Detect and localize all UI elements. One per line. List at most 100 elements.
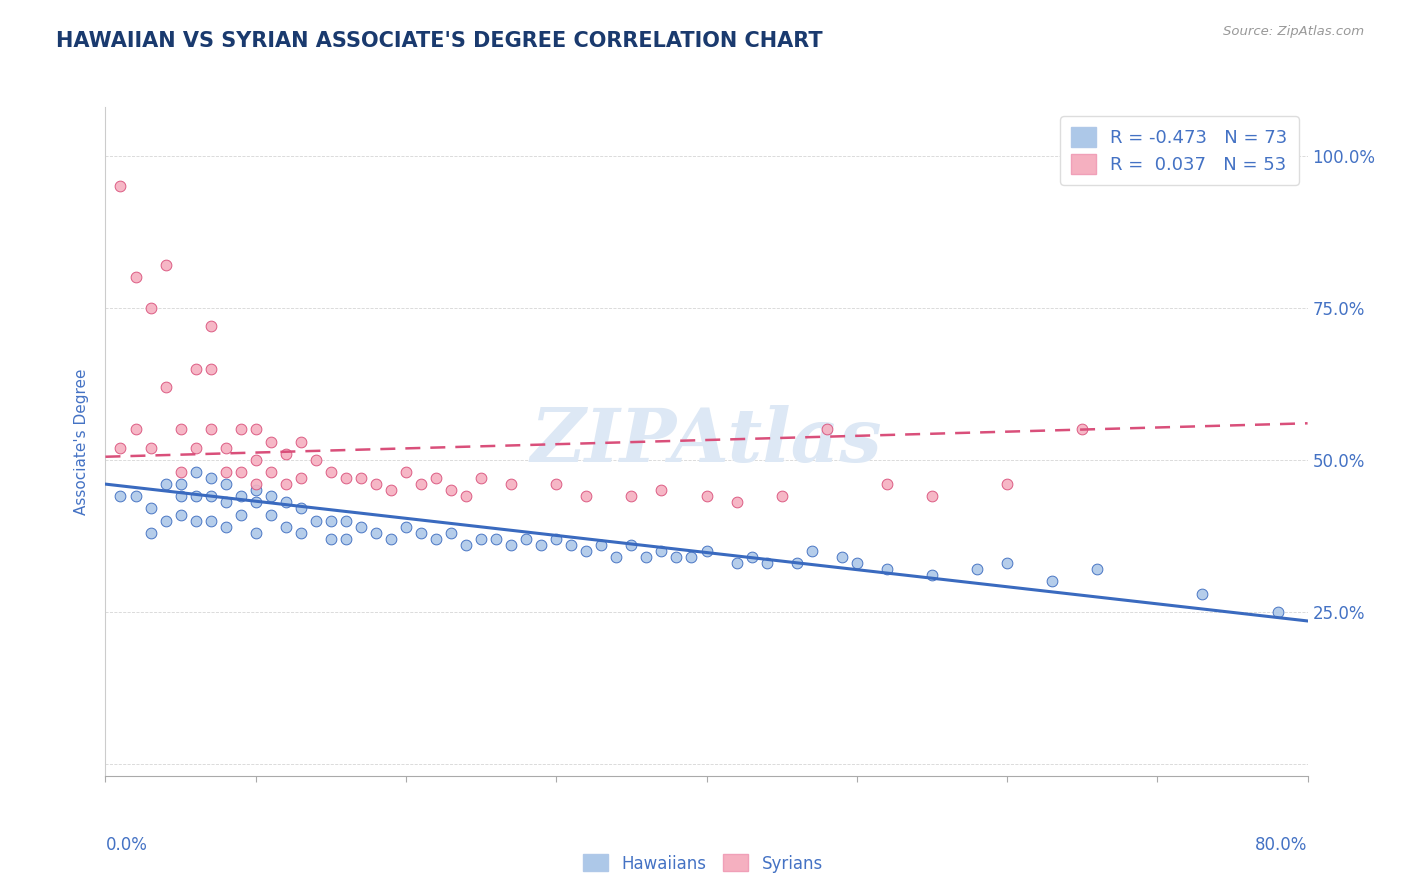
- Point: [620, 489, 643, 503]
- Point: [575, 489, 598, 503]
- Point: [139, 525, 162, 540]
- Point: [290, 434, 312, 449]
- Point: [200, 422, 222, 436]
- Y-axis label: Associate's Degree: Associate's Degree: [75, 368, 90, 515]
- Point: [319, 465, 342, 479]
- Point: [245, 477, 267, 491]
- Point: [110, 441, 132, 455]
- Point: [800, 544, 823, 558]
- Point: [620, 538, 643, 552]
- Point: [200, 361, 222, 376]
- Text: 0.0%: 0.0%: [105, 837, 148, 855]
- Point: [454, 489, 477, 503]
- Point: [876, 477, 898, 491]
- Point: [440, 483, 463, 498]
- Point: [440, 525, 463, 540]
- Point: [184, 361, 207, 376]
- Point: [169, 508, 191, 522]
- Point: [139, 301, 162, 315]
- Text: 80.0%: 80.0%: [1256, 837, 1308, 855]
- Point: [139, 441, 162, 455]
- Point: [591, 538, 613, 552]
- Point: [335, 514, 357, 528]
- Point: [380, 483, 402, 498]
- Legend: R = -0.473   N = 73, R =  0.037   N = 53: R = -0.473 N = 73, R = 0.037 N = 53: [1060, 116, 1299, 185]
- Point: [530, 538, 553, 552]
- Point: [229, 489, 252, 503]
- Point: [966, 562, 988, 576]
- Point: [995, 477, 1018, 491]
- Point: [755, 556, 778, 570]
- Point: [364, 525, 387, 540]
- Point: [260, 465, 283, 479]
- Point: [1085, 562, 1108, 576]
- Point: [395, 465, 418, 479]
- Point: [184, 465, 207, 479]
- Point: [214, 465, 236, 479]
- Point: [876, 562, 898, 576]
- Point: [169, 489, 191, 503]
- Point: [650, 544, 672, 558]
- Point: [501, 477, 523, 491]
- Point: [169, 477, 191, 491]
- Point: [290, 525, 312, 540]
- Point: [274, 447, 297, 461]
- Point: [921, 568, 943, 582]
- Point: [409, 477, 432, 491]
- Point: [290, 471, 312, 485]
- Point: [741, 550, 763, 565]
- Point: [184, 489, 207, 503]
- Point: [260, 508, 283, 522]
- Point: [696, 489, 718, 503]
- Point: [319, 532, 342, 546]
- Point: [454, 538, 477, 552]
- Point: [470, 532, 492, 546]
- Point: [110, 179, 132, 194]
- Point: [139, 501, 162, 516]
- Point: [395, 519, 418, 533]
- Point: [696, 544, 718, 558]
- Point: [681, 550, 703, 565]
- Point: [110, 489, 132, 503]
- Point: [425, 471, 447, 485]
- Point: [305, 514, 328, 528]
- Point: [229, 422, 252, 436]
- Point: [995, 556, 1018, 570]
- Point: [350, 471, 373, 485]
- Point: [245, 495, 267, 509]
- Text: HAWAIIAN VS SYRIAN ASSOCIATE'S DEGREE CORRELATION CHART: HAWAIIAN VS SYRIAN ASSOCIATE'S DEGREE CO…: [56, 31, 823, 51]
- Point: [245, 483, 267, 498]
- Point: [155, 477, 177, 491]
- Point: [1191, 586, 1213, 600]
- Point: [155, 514, 177, 528]
- Point: [1267, 605, 1289, 619]
- Point: [274, 477, 297, 491]
- Point: [725, 495, 748, 509]
- Point: [184, 514, 207, 528]
- Point: [546, 532, 568, 546]
- Point: [169, 422, 191, 436]
- Point: [845, 556, 868, 570]
- Point: [831, 550, 853, 565]
- Point: [200, 489, 222, 503]
- Point: [229, 508, 252, 522]
- Point: [546, 477, 568, 491]
- Point: [335, 471, 357, 485]
- Point: [409, 525, 432, 540]
- Point: [245, 452, 267, 467]
- Point: [200, 471, 222, 485]
- Point: [184, 441, 207, 455]
- Point: [124, 489, 146, 503]
- Point: [501, 538, 523, 552]
- Point: [921, 489, 943, 503]
- Point: [214, 441, 236, 455]
- Point: [214, 519, 236, 533]
- Point: [350, 519, 373, 533]
- Point: [124, 270, 146, 285]
- Point: [214, 495, 236, 509]
- Legend: Hawaiians, Syrians: Hawaiians, Syrians: [576, 847, 830, 880]
- Point: [1071, 422, 1094, 436]
- Point: [364, 477, 387, 491]
- Point: [274, 495, 297, 509]
- Point: [560, 538, 582, 552]
